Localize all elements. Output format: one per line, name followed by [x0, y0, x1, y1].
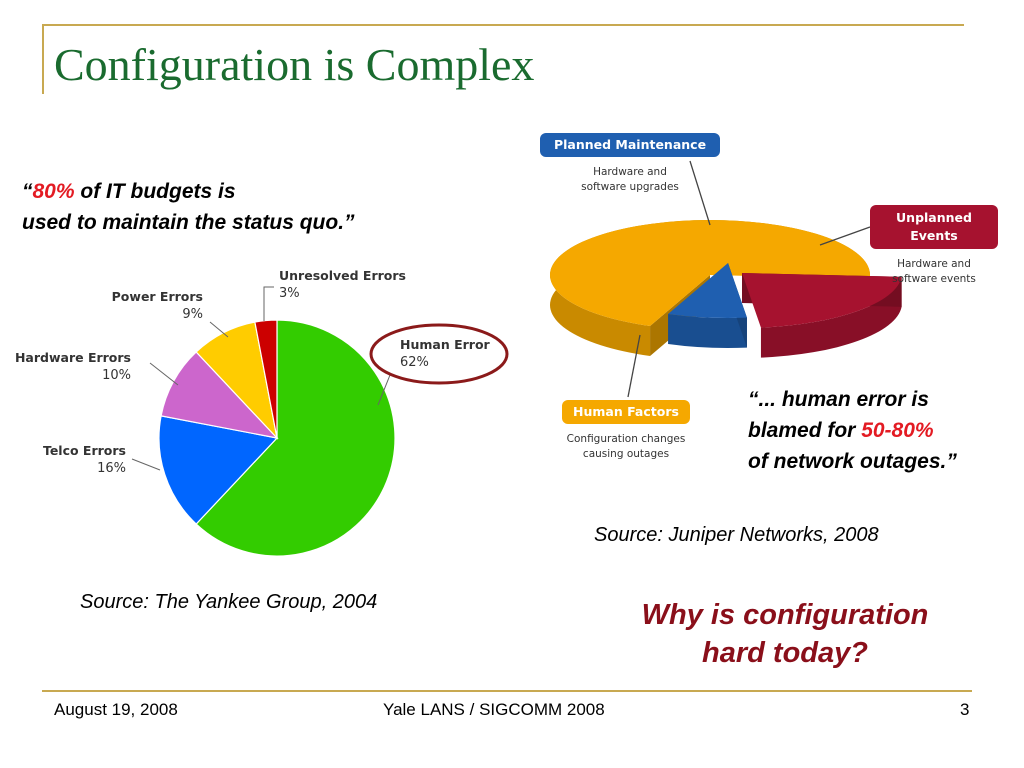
frame-rule-bottom [42, 690, 972, 692]
quote-it-budgets: “80% of IT budgets is used to maintain t… [22, 176, 355, 238]
source-yankee: Source: The Yankee Group, 2004 [80, 591, 378, 613]
quote-right-line2-prefix: blamed for [748, 419, 862, 442]
pie-value-human-error: 62% [400, 355, 429, 370]
badge-planned-maintenance [540, 133, 720, 157]
quote-left-highlight: 80% [32, 180, 75, 203]
pie-value-hardware-errors: 10% [102, 368, 131, 383]
frame-rule-top [42, 24, 964, 26]
quote-left-line1-rest: of IT budgets is [74, 180, 236, 203]
pie-label-hardware-errors: Hardware Errors [15, 350, 131, 365]
badge-label-human-factors: Human Factors [573, 404, 679, 419]
pie3d-slice-unplanned-events [742, 273, 902, 328]
leader-line-human-error [377, 374, 391, 406]
slide-title: Configuration is Complex [54, 39, 535, 90]
description-planned-maintenance-1: software upgrades [581, 181, 679, 193]
juniper-pie-chart: Human Factors Configuration changes causin… [540, 133, 998, 460]
pie-slice-unresolved-errors [254, 319, 278, 439]
footer-page-number: 3 [960, 700, 970, 719]
pie-slice-human-error [195, 319, 396, 557]
quote-right-line1: “... human error is [748, 388, 929, 411]
quote-right-highlight: 50-80% [861, 419, 934, 442]
footer-date: August 19, 2008 [54, 700, 178, 719]
leader-line-hardware-errors [149, 362, 179, 386]
description-human-factors-1: causing outages [583, 448, 669, 460]
description-unplanned-events-0: Hardware and [897, 258, 971, 270]
pie-value-telco-errors: 16% [97, 461, 126, 476]
leader-line-power-errors [209, 321, 229, 338]
pie3d-side-planned-maintenance [668, 313, 747, 348]
badge-label-unplanned-events-0: Unplanned [896, 210, 972, 225]
description-planned-maintenance-0: Hardware and [593, 166, 667, 178]
description-unplanned-events-1: software events [892, 273, 976, 285]
leader-line-telco-errors [131, 458, 161, 471]
quote-left-line2: used to maintain the status quo.” [22, 211, 355, 234]
question-line2: hard today? [702, 637, 868, 669]
pie-label-human-error: Human Error [400, 337, 491, 352]
leader-line-unplanned-events [819, 226, 871, 246]
frame-rule-left [42, 24, 44, 94]
badge-label-unplanned-events-1: Events [910, 228, 957, 243]
pie-slice-telco-errors [158, 415, 279, 525]
leader-line-planned-maintenance [689, 160, 711, 226]
yankee-pie-chart: Human Error 62% Telco Errors 16% Hardware Er… [15, 268, 509, 557]
quote-human-error: “... human error is blamed for 50-80% of… [748, 384, 957, 477]
quote-right-line3: of network outages.” [748, 450, 957, 473]
badge-unplanned-events [870, 205, 998, 249]
footer-center: Yale LANS / SIGCOMM 2008 [383, 700, 605, 719]
quote-right-line2: blamed for 50-80% [748, 415, 957, 446]
leader-line-human-factors [627, 334, 641, 398]
source-juniper: Source: Juniper Networks, 2008 [594, 524, 879, 546]
pie3d-slice-human-factors [550, 220, 870, 326]
quote-left-line1: “80% of IT budgets is [22, 176, 355, 207]
pie3d-side-unplanned-events [760, 276, 902, 358]
pie-label-power-errors: Power Errors [112, 289, 203, 304]
pie-value-power-errors: 9% [182, 307, 203, 322]
question-line1: Why is configuration [641, 599, 929, 631]
highlight-ellipse-human-error [369, 323, 509, 385]
badge-label-planned-maintenance: Planned Maintenance [554, 137, 706, 152]
pie-label-telco-errors: Telco Errors [43, 443, 126, 458]
pie-value-unresolved-errors: 3% [279, 286, 300, 301]
description-human-factors-0: Configuration changes [567, 433, 686, 445]
pie3d-slice-planned-maintenance [668, 263, 747, 318]
leader-line-unresolved-errors [263, 286, 274, 321]
quote-open: “ [22, 180, 33, 203]
badge-human-factors [562, 400, 690, 424]
pie-label-unresolved-errors: Unresolved Errors [279, 268, 406, 283]
question-text: Why is configuration hard today? [600, 596, 970, 672]
